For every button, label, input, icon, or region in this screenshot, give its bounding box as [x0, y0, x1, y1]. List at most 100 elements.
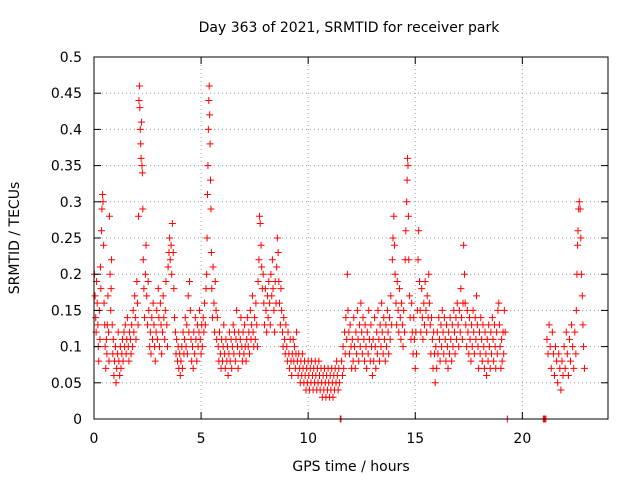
data-point [367, 321, 375, 329]
data-point [357, 299, 365, 307]
data-point [413, 350, 421, 358]
data-point [131, 314, 139, 322]
data-point [167, 241, 175, 249]
data-point [562, 328, 570, 336]
data-point [433, 364, 441, 372]
data-point [359, 314, 367, 322]
data-point [143, 292, 151, 300]
data-point [572, 350, 580, 358]
data-point [454, 321, 462, 329]
data-point [404, 212, 412, 220]
data-point [451, 350, 459, 358]
data-point [168, 220, 176, 228]
x-tick-label: 0 [90, 431, 99, 447]
data-point [389, 234, 397, 242]
data-point [557, 386, 565, 394]
data-point [444, 364, 452, 372]
data-point [206, 111, 214, 119]
data-point [139, 256, 147, 264]
data-point [428, 335, 436, 343]
data-point [548, 328, 556, 336]
data-point [134, 321, 142, 329]
data-point [221, 364, 229, 372]
data-point [132, 335, 140, 343]
data-point [404, 154, 412, 162]
data-point [415, 227, 423, 235]
data-point [91, 292, 99, 300]
y-tick-label: 0.25 [51, 231, 82, 247]
data-point [564, 372, 572, 380]
data-point [423, 292, 431, 300]
data-point [205, 82, 213, 90]
data-point [231, 357, 239, 365]
data-point [116, 372, 124, 380]
data-point [493, 350, 501, 358]
data-point [213, 314, 221, 322]
data-point [455, 306, 463, 314]
data-point [160, 314, 168, 322]
data-point [191, 314, 199, 322]
data-point [266, 299, 274, 307]
data-point [498, 357, 506, 365]
data-point [138, 162, 146, 170]
data-point [396, 314, 404, 322]
data-point [142, 241, 150, 249]
axis-ticks [93, 56, 608, 420]
data-point [493, 328, 501, 336]
data-point [393, 277, 401, 285]
data-point [139, 205, 147, 213]
data-point [275, 299, 283, 307]
data-point [245, 350, 253, 358]
data-point [558, 357, 566, 365]
data-point [391, 270, 399, 278]
data-point [461, 270, 469, 278]
data-point [282, 321, 290, 329]
data-point [129, 306, 137, 314]
data-point [298, 350, 306, 358]
data-point [207, 176, 215, 184]
data-point [105, 328, 113, 336]
y-tick-label: 0.05 [51, 376, 82, 392]
data-point [402, 227, 410, 235]
data-point [365, 306, 373, 314]
data-point [457, 285, 465, 293]
data-point [205, 96, 213, 104]
data-point [100, 241, 108, 249]
data-point [158, 350, 166, 358]
data-point [497, 364, 505, 372]
data-point [246, 306, 254, 314]
x-axis-label: GPS time / hours [292, 459, 409, 475]
data-point [425, 270, 433, 278]
data-point [577, 234, 585, 242]
data-point [560, 343, 568, 351]
data-point [275, 277, 283, 285]
data-point [117, 364, 125, 372]
data-point [385, 350, 393, 358]
data-point [96, 263, 104, 271]
data-point [273, 263, 281, 271]
data-point [338, 357, 346, 365]
data-point [144, 277, 152, 285]
data-point [137, 140, 145, 148]
data-point [458, 335, 466, 343]
data-point [229, 321, 237, 329]
data-point [166, 234, 174, 242]
data-point [268, 292, 276, 300]
data-point [161, 306, 169, 314]
data-point [130, 328, 138, 336]
data-point [196, 306, 204, 314]
data-point [98, 205, 106, 213]
y-tick-label: 0.15 [51, 303, 82, 319]
data-point [228, 364, 236, 372]
data-point [353, 306, 361, 314]
data-point [129, 343, 137, 351]
data-point [346, 350, 354, 358]
data-point [93, 299, 101, 307]
data-point [107, 306, 115, 314]
data-point [561, 364, 569, 372]
y-tick-label: 0.1 [60, 340, 82, 356]
data-point [398, 321, 406, 329]
data-point [101, 343, 109, 351]
data-point [252, 299, 260, 307]
data-point [203, 234, 211, 242]
